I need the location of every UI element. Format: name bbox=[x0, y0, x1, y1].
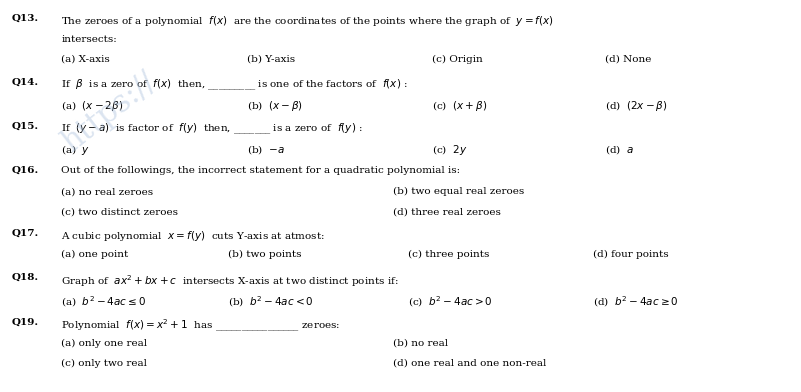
Text: (c) Origin: (c) Origin bbox=[432, 54, 483, 64]
Text: Polynomial  $f(x) = x^2+1$  has ________________ zeroes:: Polynomial $f(x) = x^2+1$ has __________… bbox=[62, 318, 340, 334]
Text: (c)  $b^2-4ac>0$: (c) $b^2-4ac>0$ bbox=[409, 294, 493, 309]
Text: A cubic polynomial  $x = f(y)$  cuts Y-axis at atmost:: A cubic polynomial $x = f(y)$ cuts Y-axi… bbox=[62, 229, 325, 243]
Text: Out of the followings, the incorrect statement for a quadratic polynomial is:: Out of the followings, the incorrect sta… bbox=[62, 166, 461, 175]
Text: (c) only two real: (c) only two real bbox=[62, 359, 147, 368]
Text: (c)  $(x+\beta)$: (c) $(x+\beta)$ bbox=[432, 99, 487, 113]
Text: (d) four points: (d) four points bbox=[593, 250, 669, 259]
Text: (a)  $y$: (a) $y$ bbox=[62, 143, 91, 157]
Text: (c) three points: (c) three points bbox=[409, 250, 489, 259]
Text: Q19.: Q19. bbox=[12, 318, 39, 327]
Text: (c)  $2y$: (c) $2y$ bbox=[432, 143, 467, 157]
Text: (a) one point: (a) one point bbox=[62, 250, 129, 259]
Text: (b) no real: (b) no real bbox=[392, 339, 448, 348]
Text: Q17.: Q17. bbox=[12, 229, 39, 238]
Text: The zeroes of a polynomial  $f(x)$  are the coordinates of the points where the : The zeroes of a polynomial $f(x)$ are th… bbox=[62, 14, 554, 27]
Text: If  $(y-a)$  is factor of  $f(y)$  then, _______ is a zero of  $f(y)$ :: If $(y-a)$ is factor of $f(y)$ then, ___… bbox=[62, 122, 363, 136]
Text: Q18.: Q18. bbox=[12, 273, 39, 282]
Text: Q16.: Q16. bbox=[12, 166, 39, 175]
Text: (b)  $b^2-4ac<0$: (b) $b^2-4ac<0$ bbox=[227, 294, 313, 309]
Text: (d) one real and one non-real: (d) one real and one non-real bbox=[392, 359, 546, 367]
Text: Q15.: Q15. bbox=[12, 122, 39, 131]
Text: Graph of  $ax^2+bx+c$  intersects X-axis at two distinct points if:: Graph of $ax^2+bx+c$ intersects X-axis a… bbox=[62, 273, 399, 289]
Text: (d) None: (d) None bbox=[605, 54, 651, 64]
Text: (d) three real zeroes: (d) three real zeroes bbox=[392, 207, 501, 216]
Text: Q13.: Q13. bbox=[12, 14, 39, 22]
Text: (b) two points: (b) two points bbox=[227, 250, 301, 259]
Text: intersects:: intersects: bbox=[62, 34, 117, 44]
Text: https://: https:// bbox=[57, 65, 163, 158]
Text: Q14.: Q14. bbox=[12, 78, 39, 87]
Text: (c) two distinct zeroes: (c) two distinct zeroes bbox=[62, 207, 179, 216]
Text: (b)  $(x-\beta)$: (b) $(x-\beta)$ bbox=[248, 99, 304, 113]
Text: (d)  $(2x-\beta)$: (d) $(2x-\beta)$ bbox=[605, 99, 667, 113]
Text: (a) only one real: (a) only one real bbox=[62, 339, 147, 348]
Text: (d)  $b^2-4ac\geq0$: (d) $b^2-4ac\geq0$ bbox=[593, 294, 678, 309]
Text: (b) Y-axis: (b) Y-axis bbox=[248, 54, 296, 64]
Text: (a)  $b^2-4ac\leq0$: (a) $b^2-4ac\leq0$ bbox=[62, 294, 147, 309]
Text: If  $\beta$  is a zero of  $f(x)$  then, _________ is one of the factors of  $f(: If $\beta$ is a zero of $f(x)$ then, ___… bbox=[62, 78, 409, 92]
Text: (b) two equal real zeroes: (b) two equal real zeroes bbox=[392, 187, 524, 196]
Text: (a) X-axis: (a) X-axis bbox=[62, 54, 111, 64]
Text: (a) no real zeroes: (a) no real zeroes bbox=[62, 187, 154, 196]
Text: (a)  $(x-2\beta)$: (a) $(x-2\beta)$ bbox=[62, 99, 123, 113]
Text: (b)  $-a$: (b) $-a$ bbox=[248, 143, 285, 156]
Text: (d)  $a$: (d) $a$ bbox=[605, 143, 634, 156]
